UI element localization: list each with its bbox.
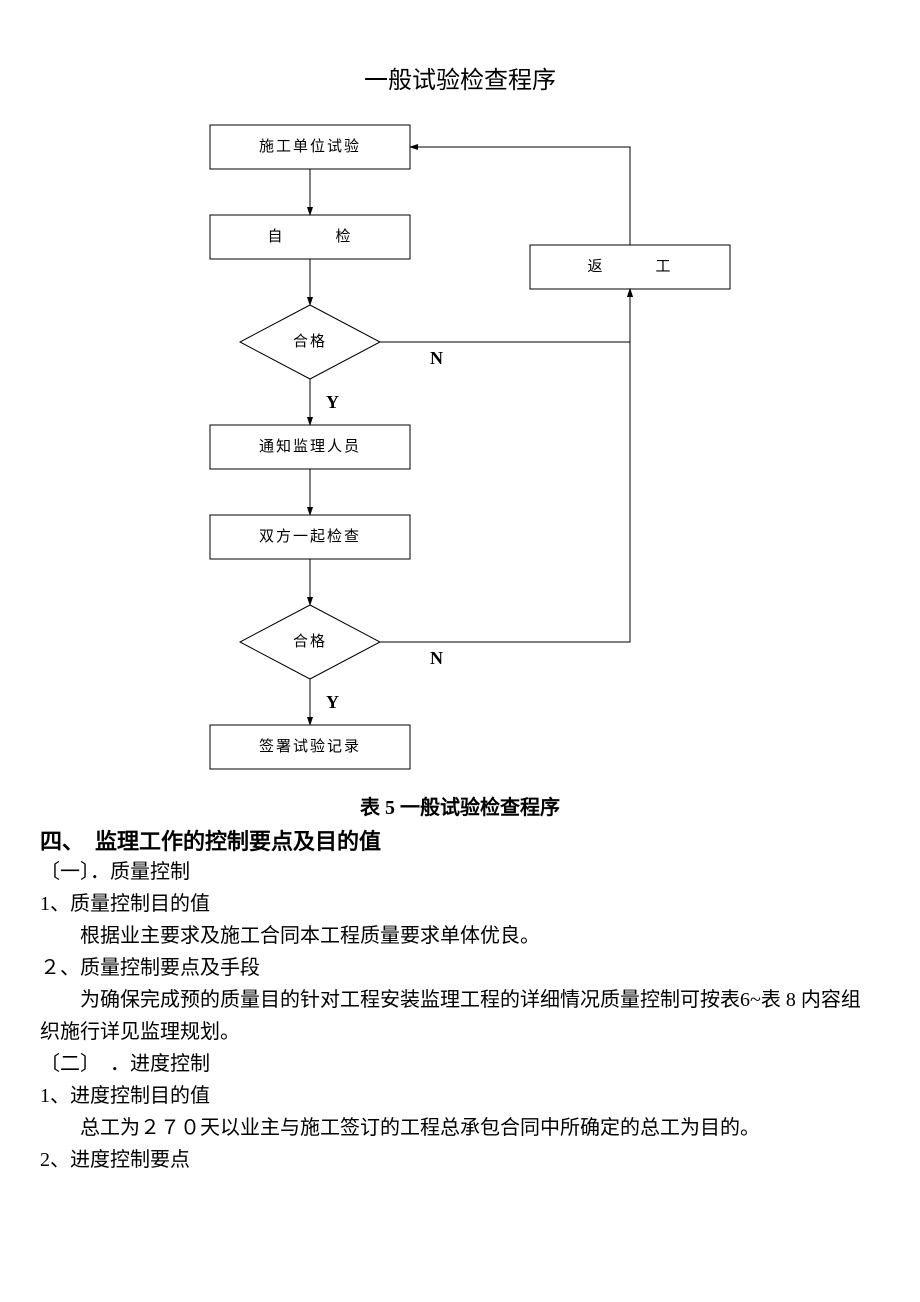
s1-item2-body: 为确保完成预的质量目的针对工程安装监理工程的详细情况质量控制可按表6~表 8 内… xyxy=(40,984,880,1048)
flowchart-title: 一般试验检查程序 xyxy=(40,60,880,95)
svg-text:N: N xyxy=(430,648,443,668)
svg-text:合格: 合格 xyxy=(293,633,327,650)
svg-text:签署试验记录: 签署试验记录 xyxy=(259,738,361,755)
svg-text:双方一起检查: 双方一起检查 xyxy=(259,528,361,545)
s1-item1-body: 根据业主要求及施工合同本工程质量要求单体优良。 xyxy=(40,920,880,952)
s1-item1: 1、质量控制目的值 xyxy=(40,888,880,920)
svg-text:通知监理人员: 通知监理人员 xyxy=(259,438,361,455)
flowchart: 施工单位试验自 检合格通知监理人员双方一起检查合格签署试验记录返 工YYNN xyxy=(160,105,760,785)
svg-text:施工单位试验: 施工单位试验 xyxy=(259,138,361,155)
svg-text:Y: Y xyxy=(326,692,339,712)
s2-item1: 1、进度控制目的值 xyxy=(40,1080,880,1112)
s2-item2: 2、进度控制要点 xyxy=(40,1144,880,1176)
svg-text:N: N xyxy=(430,348,443,368)
subsection-1-title: 〔一〕．质量控制 xyxy=(40,856,880,888)
flowchart-caption: 表 5 一般试验检查程序 xyxy=(40,791,880,820)
svg-text:自 检: 自 检 xyxy=(267,228,352,245)
s2-item1-body: 总工为２７０天以业主与施工签订的工程总承包合同中所确定的总工为目的。 xyxy=(40,1112,880,1144)
svg-text:合格: 合格 xyxy=(293,333,327,350)
svg-text:Y: Y xyxy=(326,392,339,412)
section-4-heading: 四、 监理工作的控制要点及目的值 xyxy=(40,824,880,856)
svg-text:返 工: 返 工 xyxy=(587,258,672,275)
subsection-2-title: 〔二〕 ．进度控制 xyxy=(40,1048,880,1080)
s1-item2: ２、质量控制要点及手段 xyxy=(40,952,880,984)
